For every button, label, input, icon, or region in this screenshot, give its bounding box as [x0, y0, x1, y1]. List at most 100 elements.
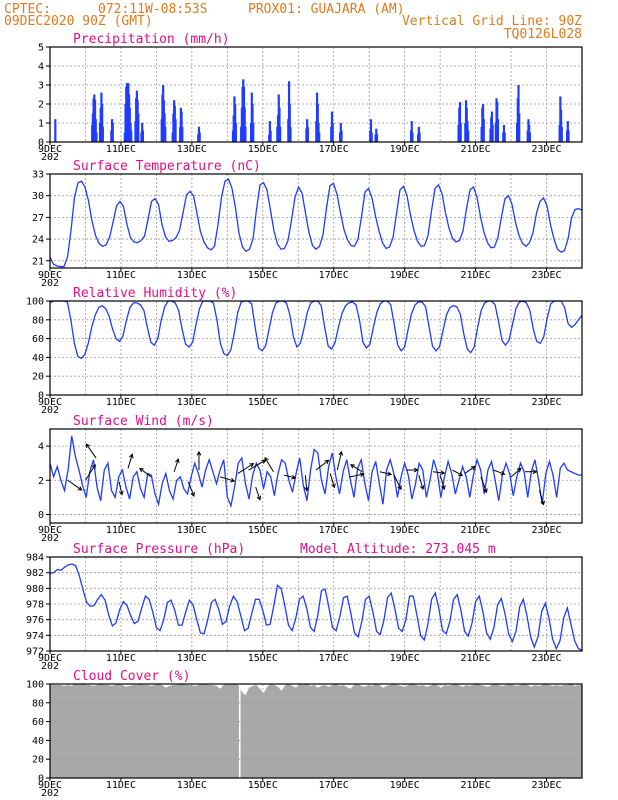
panels: 0 1 2 3 4 5 9DEC 11DEC 13DEC 15DEC 17DEC 19DEC 21DEC… [26, 32, 583, 799]
wind-arrow [173, 458, 180, 472]
x-tick-label: 13DEC [177, 144, 207, 155]
x-tick-label: 19DEC [390, 270, 420, 281]
x-tick-label: 9DEC [38, 397, 62, 408]
precip-bar [244, 126, 247, 142]
x-tick-label: 11DEC [106, 780, 136, 791]
wind-arrow [379, 471, 393, 477]
x-tick-label: 17DEC [319, 270, 349, 281]
wind-arrow [67, 479, 83, 491]
wind-arrow-head [532, 469, 538, 475]
panel-frame [49, 428, 583, 524]
x-tick-label: 17DEC [319, 780, 349, 791]
wind-arrow-head [139, 467, 144, 473]
wind-arrow-shaft [264, 457, 274, 472]
panel-surface-temperature-nc: 21 24 27 30 33 9DEC 11DEC 13DEC 15DEC 17DEC 19DEC 2… [32, 159, 583, 289]
y-tick-label: 80 [32, 698, 44, 709]
wind-arrow-head [419, 485, 425, 491]
wind-arrow-head [413, 467, 419, 473]
x-tick-label: 19DEC [390, 525, 420, 536]
wind-arrow [237, 463, 255, 474]
wind-arrow-head [264, 456, 269, 462]
x-tick-label: 15DEC [248, 780, 278, 791]
wind-arrow [393, 474, 402, 491]
precip-bar [101, 126, 104, 142]
precip-bar [411, 132, 414, 142]
wind-arrow [304, 475, 309, 492]
x-tick-label: 23DEC [531, 653, 561, 664]
x-tick-year: 202 [41, 788, 59, 799]
panel-title-precipitation-mm-h: Precipitation (mm/h) [73, 32, 230, 47]
y-tick-label: 2 [38, 100, 44, 111]
y-tick-label: 978 [26, 600, 44, 611]
wind-arrow-head [291, 474, 297, 480]
x-tick-label: 13DEC [177, 270, 207, 281]
x-tick-label: 17DEC [319, 653, 349, 664]
wind-arrow-head [350, 464, 355, 469]
x-tick-label: 15DEC [248, 525, 278, 536]
wind-arrow [480, 476, 488, 494]
x-tick-label: 13DEC [177, 525, 207, 536]
precip-bar [101, 104, 104, 142]
precip-bar [269, 130, 272, 142]
header-run: 09DEC2020 90Z (GMT) [4, 14, 153, 29]
precip-bar [279, 126, 282, 142]
wind-arrow-head [440, 470, 446, 476]
y-tick-label: 21 [32, 256, 44, 267]
x-tick-label: 23DEC [531, 397, 561, 408]
y-tick-label: 972 [26, 647, 44, 658]
x-tick-label: 11DEC [106, 397, 136, 408]
wind-arrow [452, 469, 464, 477]
series-line-surface-temperature-nc [49, 178, 583, 268]
wind-arrow [525, 469, 538, 475]
x-tick-label: 19DEC [390, 653, 420, 664]
panel-precipitation-mm-h: 0 1 2 3 4 5 9DEC 11DEC 13DEC 15DEC 17DEC 19DEC 21DEC… [38, 32, 583, 163]
y-tick-label: 4 [38, 62, 44, 73]
y-tick-label: 33 [32, 170, 44, 181]
header-grid-note: Vertical Grid Line: 90Z [402, 14, 582, 29]
wind-arrow [220, 476, 236, 483]
x-tick-label: 11DEC [106, 270, 136, 281]
wind-arrow-head [175, 458, 180, 464]
wind-arrow-shaft [439, 475, 445, 490]
precip-bar [370, 132, 373, 142]
y-tick-label: 1 [38, 119, 44, 130]
cloud-cover-area [50, 684, 582, 778]
wind-arrow [85, 443, 97, 459]
wind-arrow-head [324, 459, 330, 465]
precip-bar [375, 134, 379, 142]
y-tick-label: 984 [26, 553, 44, 564]
y-tick-label: 60 [32, 717, 44, 728]
wind-arrow [255, 486, 262, 501]
wind-arrow-shaft [187, 481, 195, 497]
precip-bar [54, 119, 57, 142]
wind-arrow-shaft [379, 471, 392, 476]
wind-arrow [439, 475, 446, 491]
precip-bar [288, 104, 291, 142]
x-tick-label: 19DEC [390, 397, 420, 408]
cloud-gap [238, 684, 241, 778]
header-source: CPTEC: [4, 2, 51, 17]
wind-arrow-head [331, 483, 336, 489]
x-tick-label: 23DEC [531, 270, 561, 281]
wind-arrow-shaft [538, 490, 545, 505]
precip-bar [560, 126, 563, 142]
wind-arrow-head [500, 470, 506, 476]
precip-bar [252, 123, 255, 142]
y-tick-label: 0 [38, 391, 44, 402]
precip-bar [318, 132, 321, 142]
wind-arrow-shaft [480, 476, 487, 493]
wind-arrow [139, 467, 152, 478]
x-tick-label: 11DEC [106, 525, 136, 536]
wind-arrow [315, 459, 330, 471]
x-tick-label: 23DEC [531, 780, 561, 791]
y-tick-label: 2 [38, 476, 44, 487]
precip-bar [164, 126, 167, 142]
x-tick-label: 21DEC [461, 653, 491, 664]
x-tick-label: 21DEC [461, 525, 491, 536]
wind-arrow-shaft [329, 473, 335, 488]
precip-bar [459, 123, 462, 142]
panel-frame [49, 173, 583, 269]
x-tick-label: 21DEC [461, 780, 491, 791]
precip-bar [410, 121, 413, 142]
x-tick-label: 9DEC [38, 144, 62, 155]
